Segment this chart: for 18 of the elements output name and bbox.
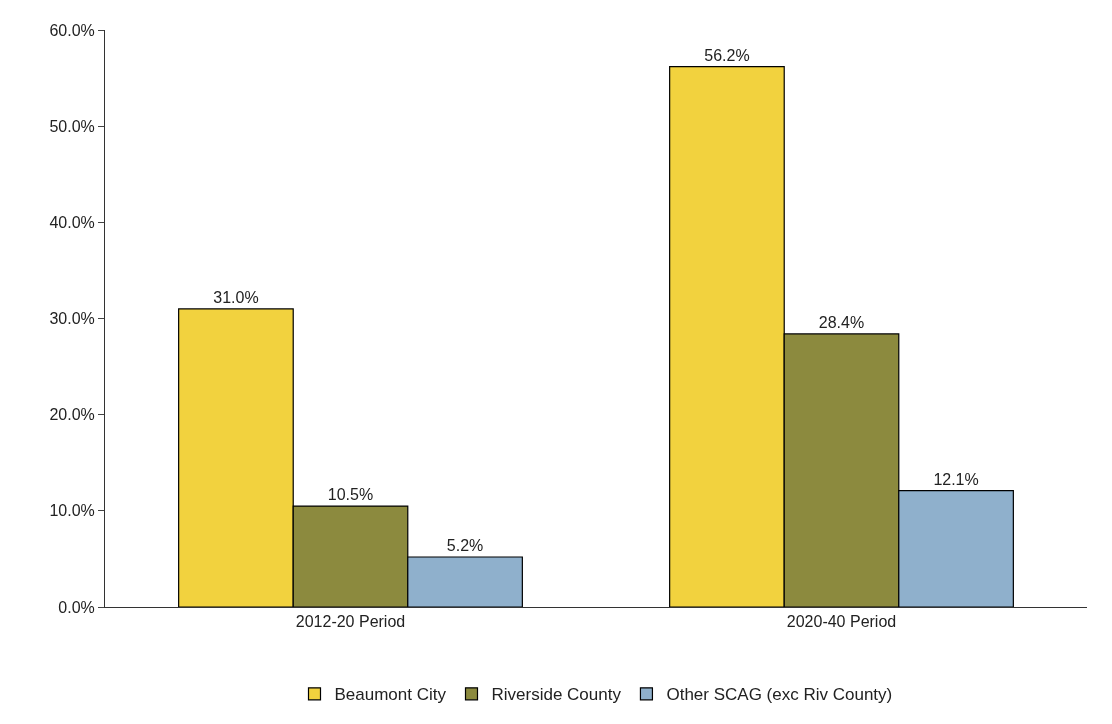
legend-label: Riverside County bbox=[491, 685, 622, 705]
data-label: 56.2% bbox=[704, 46, 750, 64]
data-label: 10.5% bbox=[327, 486, 374, 504]
y-tick-label: 10.0% bbox=[49, 502, 95, 520]
y-tick-label: 0.0% bbox=[58, 598, 95, 616]
y-tick-label: 50.0% bbox=[49, 117, 95, 135]
x-tick-label: 2012-20 Period bbox=[295, 613, 406, 631]
data-label: 12.1% bbox=[933, 470, 979, 488]
x-tick-label: 2020-40 Period bbox=[786, 613, 897, 631]
y-tick-label: 20.0% bbox=[49, 406, 95, 424]
legend-label: Beaumont City bbox=[334, 685, 447, 705]
y-tick-label: 40.0% bbox=[49, 213, 95, 231]
data-label: 5.2% bbox=[446, 536, 484, 554]
y-tick-label: 60.0% bbox=[49, 21, 95, 39]
data-label: 28.4% bbox=[818, 313, 865, 331]
legend-label: Other SCAG (exc Riv County) bbox=[666, 685, 893, 705]
y-tick-label: 30.0% bbox=[49, 310, 95, 328]
data-label: 31.0% bbox=[213, 288, 259, 306]
